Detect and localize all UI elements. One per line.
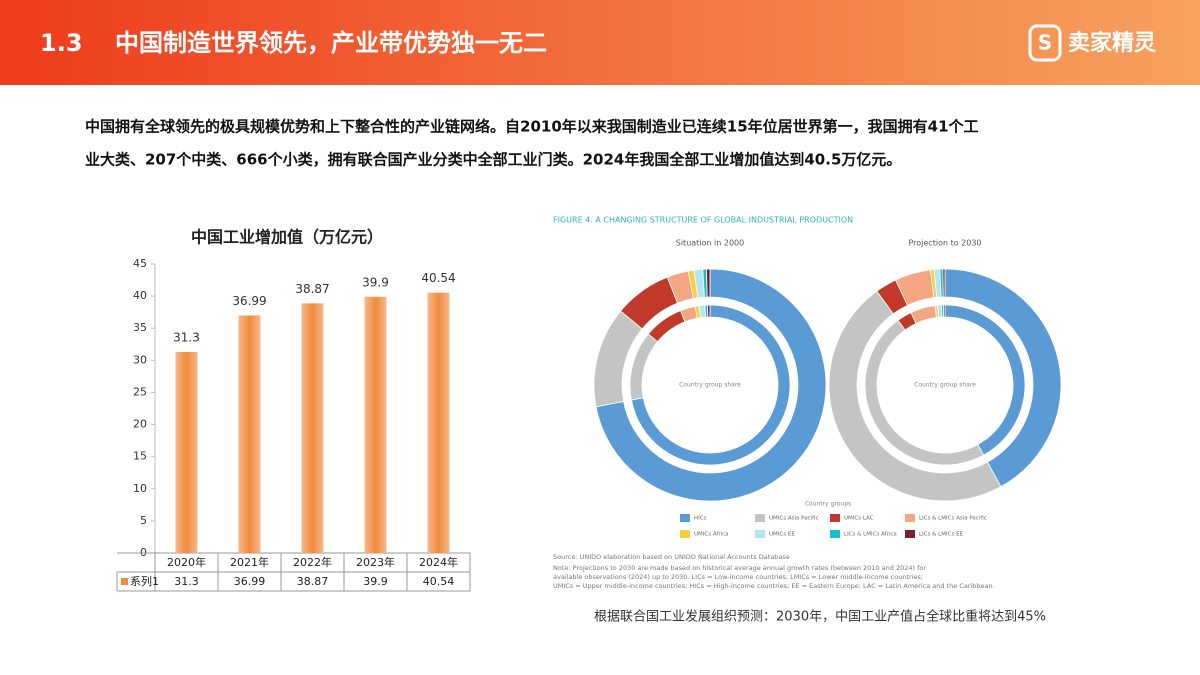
data-label: 31.3 (173, 330, 200, 344)
y-tick-label: 40 (133, 289, 147, 302)
donut-outer-segment (942, 268, 946, 298)
body-text: 业大类、207个中类、666个小类，拥有联合国产业分类中全部工业门类。2024年… (85, 151, 901, 169)
legend-swatch (680, 514, 690, 522)
data-label: 39.9 (362, 275, 389, 289)
y-tick-label: 30 (133, 353, 147, 366)
data-label: 36.99 (232, 294, 266, 308)
center-label: Country group share (914, 382, 976, 389)
donut-outer-segment (828, 290, 1002, 502)
legend-title: Country groups (805, 501, 851, 508)
x-tick-label: 2024年 (419, 555, 458, 569)
header-bar (0, 0, 1200, 85)
donut-outer-segment (705, 268, 711, 298)
section-number: 1.3 (40, 29, 83, 57)
legend-label: UMICs EE (769, 532, 795, 538)
donut-outer-segment (944, 268, 1062, 488)
data-label: 40.54 (421, 271, 455, 285)
bar (364, 296, 387, 553)
legend-swatch (905, 530, 915, 538)
legend-label: LICs & LMICs Africa (844, 532, 897, 538)
y-tick-label: 45 (133, 257, 147, 270)
table-value: 40.54 (423, 575, 455, 588)
body-text: 中国拥有全球领先的极具规模优势和上下整合性的产业链网络。自2010年以来我国制造… (85, 118, 979, 136)
logo-icon-letter: S (1038, 31, 1052, 55)
center-label: Country group share (679, 382, 741, 389)
note: UMICs = Upper middle-income countries; H… (553, 582, 995, 590)
y-tick-label: 15 (133, 450, 147, 463)
x-tick-label: 2022年 (293, 555, 332, 569)
legend-swatch (121, 578, 128, 585)
caption: 根据联合国工业发展组织预测：2030年，中国工业产值占全球比重将达到45% (594, 609, 1046, 625)
bar (238, 315, 261, 553)
legend-label: LICs & LMICs EE (919, 532, 964, 538)
donut-title: Situation in 2000 (676, 239, 744, 248)
note: Note: Projections to 2030 are made based… (553, 564, 926, 572)
bar (175, 351, 198, 553)
legend-label: UMICs Asia Pacific (769, 516, 819, 522)
y-tick-label: 35 (133, 321, 147, 334)
donut-title: Projection to 2030 (908, 239, 981, 248)
x-tick-label: 2021年 (230, 555, 269, 569)
legend-label: UMICs Africa (694, 532, 729, 538)
table-value: 38.87 (297, 575, 329, 588)
legend-swatch (830, 530, 840, 538)
legend-swatch (680, 530, 690, 538)
y-tick-label: 20 (133, 418, 147, 431)
table-value: 39.9 (363, 575, 388, 588)
source: Source: UNIDO elaboration based on UNIDO… (553, 553, 790, 561)
chart-title: 中国工业增加值（万亿元） (191, 228, 383, 247)
table-value: 31.3 (174, 575, 199, 588)
legend-label: HICs (694, 516, 707, 522)
donut-inner-segment (943, 304, 946, 318)
legend-label: LICs & LMICs Asia Pacific (919, 516, 987, 522)
donut-outer-segment (595, 268, 827, 502)
legend-label: UMICs LAC (844, 516, 874, 522)
y-tick-label: 10 (133, 482, 147, 495)
x-tick-label: 2020年 (167, 555, 206, 569)
legend-swatch (830, 514, 840, 522)
bar (301, 303, 324, 553)
data-label: 38.87 (295, 282, 329, 296)
header-title: 中国制造世界领先，产业带优势独一无二 (115, 29, 547, 57)
x-tick-label: 2023年 (356, 555, 395, 569)
donut-inner-segment (707, 304, 711, 318)
y-tick-label: 25 (133, 385, 147, 398)
table-value: 36.99 (234, 575, 266, 588)
legend-swatch (905, 514, 915, 522)
y-tick-label: 5 (140, 514, 147, 527)
logo-text: 卖家精灵 (1068, 30, 1156, 56)
figure-title: FIGURE 4. A CHANGING STRUCTURE OF GLOBAL… (553, 216, 853, 225)
logo-icon (1028, 24, 1062, 62)
bar (427, 292, 450, 553)
legend-swatch (755, 514, 765, 522)
note: available observations (2024) up to 2030… (553, 573, 923, 581)
legend-label: 系列1 (130, 574, 159, 588)
legend-swatch (755, 530, 765, 538)
